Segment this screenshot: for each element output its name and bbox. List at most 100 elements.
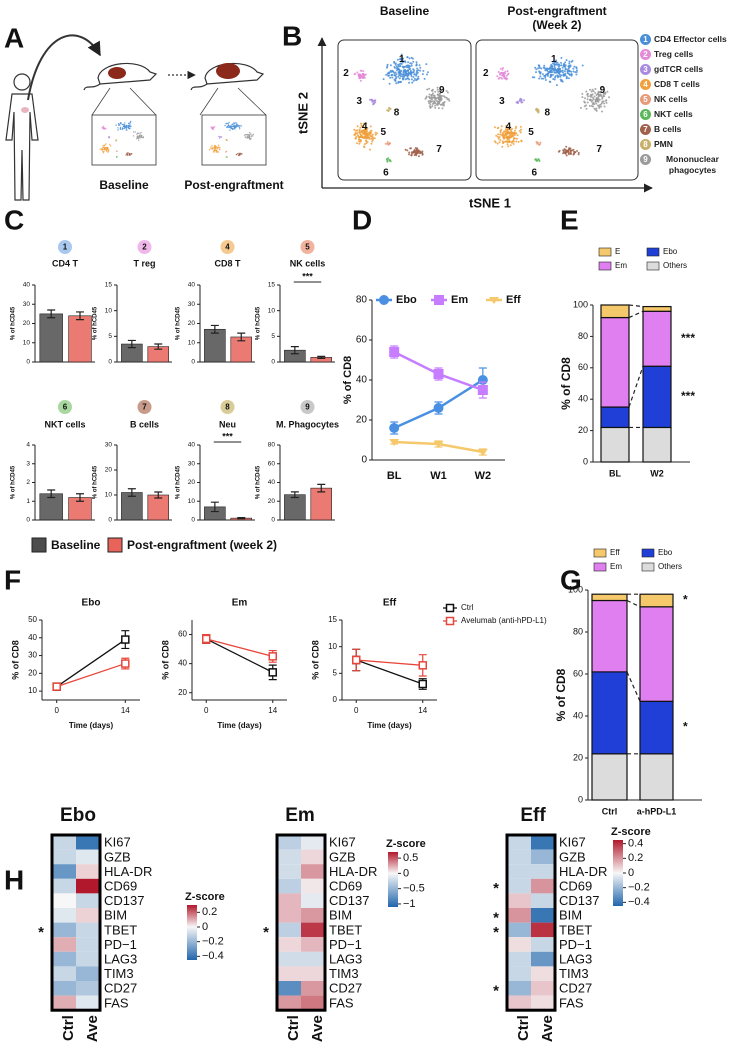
tsne-dot [400, 53, 403, 56]
tsne-dot [565, 145, 568, 148]
tsne-dot [356, 125, 359, 128]
tsne-dot [139, 132, 141, 134]
tsne-dot [412, 151, 415, 154]
badge-number: 6 [63, 403, 68, 412]
marker [268, 668, 277, 677]
tsne-dot [136, 135, 139, 137]
badge-number: 8 [225, 403, 230, 412]
mouse-1-tail [83, 83, 101, 91]
legend-item: 6 NKT cells [640, 109, 731, 120]
tsne-dot [236, 125, 239, 127]
legend-badge: 3 [640, 64, 651, 75]
tsne-dot [436, 102, 439, 105]
cluster-number: 7 [436, 144, 442, 155]
tsne-dot [415, 74, 418, 77]
cluster-badge [300, 400, 315, 414]
significance: *** [681, 389, 695, 403]
tsne-dot [115, 124, 117, 126]
colorbar-title: Z-score [386, 838, 426, 850]
heatmap-cell [76, 878, 100, 894]
tsne-dot [562, 63, 565, 65]
bar-segment [642, 365, 672, 429]
tsne-dot [418, 150, 421, 153]
row-label: HLA-DR [329, 864, 377, 879]
y-tick-label: 30 [23, 301, 31, 308]
tsne-dot [503, 134, 506, 137]
tsne-dot [104, 147, 106, 149]
tsne-dot [387, 143, 390, 146]
y-tick-label: 0 [26, 359, 30, 366]
panel-letter: F [4, 564, 21, 595]
marker [52, 682, 61, 691]
tsne-y-label: tSNE 2 [295, 92, 310, 134]
tsne-dot [566, 68, 569, 71]
tsne-dot [552, 67, 555, 70]
tsne-dot [402, 77, 405, 80]
tsne-dot [212, 146, 214, 149]
tsne-dot [249, 138, 251, 141]
colorbar [187, 905, 197, 960]
legend-label: Em [615, 261, 627, 270]
y-axis-label: % of CD8 [559, 357, 573, 410]
tsne-dot [410, 72, 413, 75]
tsne-dot [374, 101, 377, 104]
error-bar [290, 491, 299, 499]
x-axis-label: Time (days) [217, 721, 262, 730]
tsne-dot [544, 76, 547, 79]
tsne-dot [399, 74, 402, 77]
tsne-dot [250, 138, 252, 140]
y-tick-label: 10 [188, 498, 196, 505]
tsne-dot [367, 131, 370, 134]
y-tick-label: 80 [573, 626, 583, 636]
significance: *** [222, 431, 233, 441]
legend-item: 1 CD4 Effector cells [640, 34, 731, 45]
tsne-dot [103, 127, 105, 130]
legend-badge: 2 [640, 49, 651, 60]
tsne-dot [138, 139, 140, 141]
tsne-dot [568, 70, 571, 73]
tsne-dot [564, 61, 567, 64]
tsne-dot [564, 73, 567, 76]
tsne-dot [360, 139, 362, 142]
panel-letter: D [352, 204, 372, 235]
tsne-dot [119, 126, 122, 128]
tsne-dot [447, 98, 450, 101]
tsne-dot [382, 78, 385, 81]
tsne-dot [569, 147, 572, 150]
tsne-dot [218, 146, 220, 148]
tsne-title: Post-engraftment [507, 4, 606, 18]
tsne-dot [404, 78, 407, 81]
tsne-dot [428, 102, 430, 104]
legend-label: B cells [654, 124, 682, 134]
tsne-dot [406, 149, 409, 152]
tsne-dot [394, 75, 397, 78]
tsne-dot [507, 73, 509, 76]
tsne-dot [370, 137, 373, 140]
tsne-dot [387, 74, 390, 77]
heatmap-cell [76, 864, 100, 879]
tsne-dot [386, 160, 389, 163]
tsne-dot [434, 98, 437, 101]
row-mark: * [263, 924, 269, 941]
tsne-dot [408, 81, 410, 84]
row-label: BIM [559, 908, 582, 923]
tsne-dot [212, 151, 215, 153]
colorbar-tick-label: −1 [403, 898, 416, 910]
tsne-dot [576, 150, 578, 152]
tsne-dot [572, 148, 575, 151]
tsne-dot [359, 73, 362, 76]
tsne-dot [592, 90, 595, 93]
panel-letter: A [4, 22, 24, 53]
tsne-dot [126, 129, 128, 131]
colorbar-tick-label: 0 [403, 867, 409, 879]
tsne-dot [213, 150, 215, 152]
tsne-dot [540, 67, 543, 70]
tsne-dot [441, 102, 444, 105]
y-axis-label: % of hCD45 [93, 465, 99, 499]
tsne-dot [496, 142, 499, 145]
tsne-dot [590, 105, 593, 107]
tsne-dot [533, 76, 536, 79]
tsne-dot [397, 63, 400, 66]
cluster-number: 9 [439, 85, 445, 96]
tsne-dot [568, 60, 571, 63]
